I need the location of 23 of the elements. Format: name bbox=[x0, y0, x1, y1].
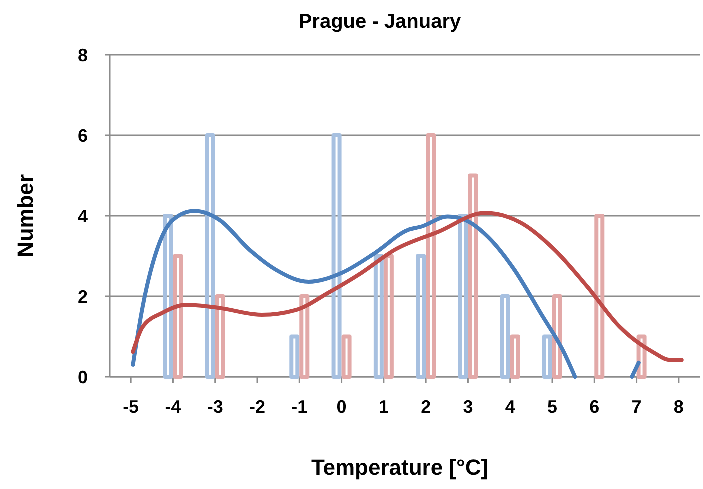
x-tick-label: 5 bbox=[547, 397, 558, 417]
y-tick-label: 0 bbox=[78, 367, 88, 388]
line-series bbox=[131, 211, 684, 362]
x-tick-label: -3 bbox=[207, 397, 224, 417]
x-tick-label: -1 bbox=[292, 397, 308, 417]
y-axis-title: Number bbox=[13, 174, 38, 258]
chart-title: Prague - January bbox=[298, 11, 462, 33]
x-tick-label: 8 bbox=[674, 397, 684, 417]
x-tick-label: 6 bbox=[590, 397, 600, 417]
x-axis-title: Temperature [°C] bbox=[311, 455, 489, 480]
x-tick-label: 1 bbox=[378, 397, 389, 417]
y-tick-label: 6 bbox=[78, 126, 88, 146]
y-tick-label: 2 bbox=[78, 286, 88, 307]
y-tick-label: 8 bbox=[78, 45, 88, 66]
x-tick-label: -4 bbox=[165, 397, 182, 417]
x-tick-label: 2 bbox=[421, 397, 432, 417]
x-tick-label: -5 bbox=[123, 397, 140, 417]
x-tick-label: 7 bbox=[632, 397, 642, 417]
x-tick-label: 0 bbox=[336, 397, 347, 417]
x-tick-label: 3 bbox=[463, 397, 474, 417]
x-tick-label: -2 bbox=[249, 397, 266, 417]
x-tick-label: 4 bbox=[505, 397, 516, 417]
y-tick-label: 4 bbox=[78, 206, 88, 226]
